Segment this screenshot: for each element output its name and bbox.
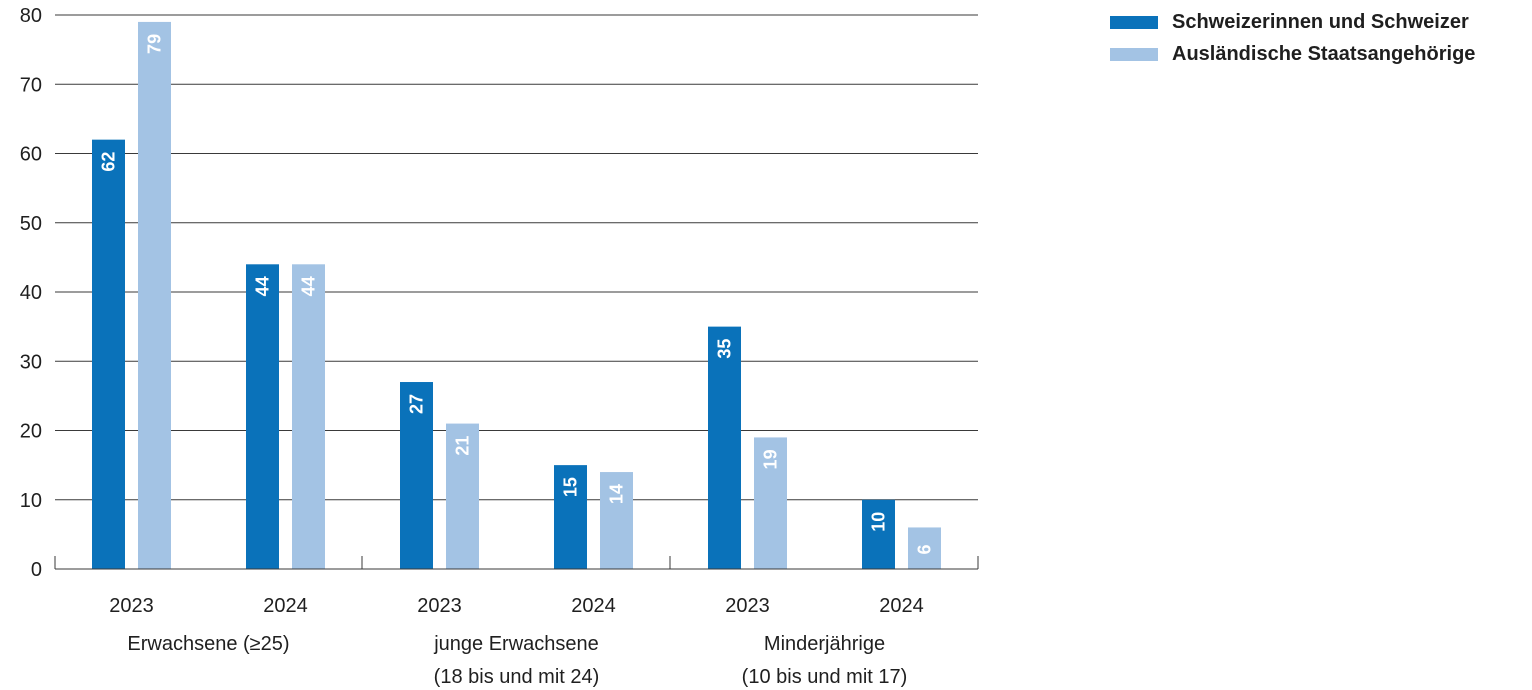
bar-foreign-2	[446, 423, 479, 569]
legend-label-swiss: Schweizerinnen und Schweizer	[1172, 10, 1469, 33]
y-tick-label-10: 10	[20, 490, 42, 512]
bar-foreign-0	[138, 21, 171, 570]
legend-swatch-swiss	[1110, 15, 1158, 29]
bar-value-label-foreign-4: 19	[761, 449, 781, 469]
bar-value-label-foreign-2: 21	[453, 436, 473, 456]
x-group-label-2-line-1: (10 bis und mit 17)	[742, 666, 908, 688]
bar-foreign-5	[908, 527, 941, 569]
y-tick-label-80: 80	[20, 5, 42, 27]
bar-foreign-1	[292, 264, 325, 569]
bar-value-labels: 62 79 44 44 27 21 15 14 35 19 10 6	[99, 34, 935, 555]
bar-swiss-3	[554, 465, 587, 569]
x-group-label-1-line-0: junge Erwachsene	[433, 633, 599, 655]
legend-label-foreign: Ausländische Staatsangehörige	[1172, 42, 1476, 65]
bar-value-label-swiss-5: 10	[869, 512, 889, 532]
y-tick-label-20: 20	[20, 421, 42, 443]
x-tick-label-year-1-0: 2023	[417, 595, 462, 617]
y-tick-label-50: 50	[20, 213, 42, 235]
x-tick-label-year-0-1: 2024	[263, 595, 308, 617]
bar-value-label-swiss-2: 27	[407, 394, 427, 414]
y-tick-label-40: 40	[20, 282, 42, 304]
bar-swiss-4	[708, 326, 741, 569]
bar-value-label-swiss-3: 15	[561, 477, 581, 497]
x-axis-labels: 2023 2024 Erwachsene (≥25) 2023 2024 junge Er…	[109, 595, 924, 688]
bars	[92, 21, 941, 570]
x-axis	[54, 556, 979, 570]
x-tick-label-year-1-1: 2024	[571, 595, 616, 617]
x-tick-label-year-2-0: 2023	[725, 595, 770, 617]
legend: Schweizerinnen und Schweizer Ausländisch…	[1110, 6, 1475, 70]
legend-item-swiss: Schweizerinnen und Schweizer	[1110, 6, 1475, 38]
x-tick-label-year-0-0: 2023	[109, 595, 154, 617]
bar-value-label-foreign-5: 6	[915, 544, 935, 554]
y-tick-label-70: 70	[20, 74, 42, 96]
bar-value-label-foreign-1: 44	[299, 276, 319, 296]
bar-value-label-foreign-3: 14	[607, 484, 627, 504]
bar-value-label-swiss-4: 35	[715, 339, 735, 359]
bar-value-label-swiss-0: 62	[99, 152, 119, 172]
y-tick-label-30: 30	[20, 351, 42, 373]
y-axis-tick-labels: 0 10 20 30 40 50 60 70 80	[20, 5, 42, 581]
bar-swiss-5	[862, 499, 895, 569]
x-group-label-0-line-0: Erwachsene (≥25)	[127, 633, 289, 655]
bar-value-label-foreign-0: 79	[145, 34, 165, 54]
bar-swiss-2	[400, 382, 433, 569]
bar-value-label-swiss-1: 44	[253, 276, 273, 296]
gridlines	[55, 14, 978, 501]
bar-swiss-0	[92, 139, 125, 569]
x-tick-label-year-2-1: 2024	[879, 595, 924, 617]
bar-swiss-1	[246, 264, 279, 569]
x-group-label-2-line-0: Minderjährige	[764, 633, 885, 655]
bar-foreign-3	[600, 472, 633, 569]
y-tick-label-60: 60	[20, 144, 42, 166]
bar-foreign-4	[754, 437, 787, 569]
legend-swatch-foreign	[1110, 47, 1158, 61]
x-group-label-1-line-1: (18 bis und mit 24)	[434, 666, 600, 688]
y-tick-label-0: 0	[31, 559, 42, 581]
legend-item-foreign: Ausländische Staatsangehörige	[1110, 38, 1475, 70]
